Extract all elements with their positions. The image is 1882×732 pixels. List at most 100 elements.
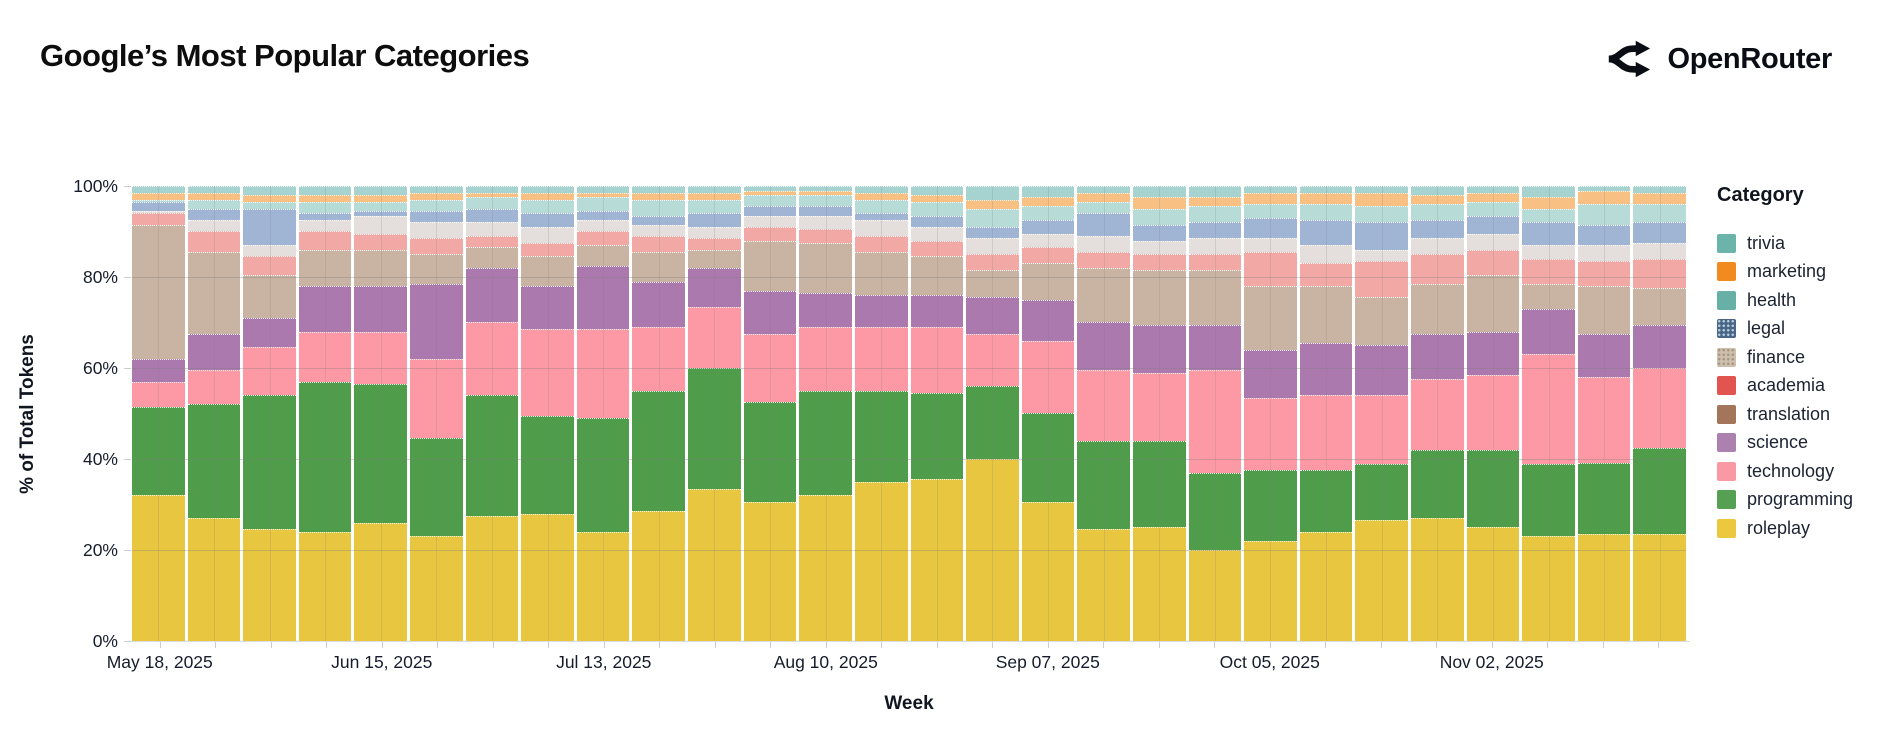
bar-week[interactable]	[910, 186, 964, 641]
bar-segment-health[interactable]	[354, 201, 408, 211]
bar-segment-programming[interactable]	[576, 417, 630, 532]
bar-week[interactable]	[410, 186, 463, 641]
bar-segment-science[interactable]	[298, 286, 352, 332]
bar-segment-translation[interactable]	[354, 249, 408, 287]
bar-segment-health[interactable]	[1355, 206, 1409, 223]
bar-segment-translation[interactable]	[187, 251, 241, 334]
bar-segment-programming[interactable]	[1021, 413, 1075, 503]
bar-segment-finance[interactable]	[410, 222, 463, 239]
bar-segment-finance[interactable]	[1411, 238, 1464, 255]
bar-segment-legal[interactable]	[465, 208, 519, 223]
bar-segment-roleplay[interactable]	[799, 495, 852, 641]
bar-segment-finance[interactable]	[298, 220, 352, 232]
bar-segment-health[interactable]	[966, 208, 1019, 227]
bar-segment-programming[interactable]	[1633, 447, 1687, 534]
bar-segment-finance[interactable]	[632, 224, 686, 237]
bar-segment-science[interactable]	[966, 297, 1019, 334]
bar-segment-translation[interactable]	[576, 245, 630, 266]
bar-segment-science[interactable]	[132, 358, 185, 382]
bar-segment-trivia[interactable]	[854, 186, 908, 193]
bar-segment-health[interactable]	[1021, 206, 1075, 221]
bar-segment-academia[interactable]	[1577, 261, 1631, 287]
bar-segment-legal[interactable]	[576, 211, 630, 221]
bar-segment-technology[interactable]	[1466, 374, 1520, 450]
bar-segment-trivia[interactable]	[521, 186, 574, 193]
bar-segment-marketing[interactable]	[910, 195, 964, 202]
bar-segment-translation[interactable]	[743, 240, 797, 291]
bar-segment-technology[interactable]	[1244, 397, 1297, 471]
bar-segment-health[interactable]	[1299, 204, 1353, 221]
bar-segment-marketing[interactable]	[1188, 197, 1242, 207]
bar-week[interactable]	[354, 186, 408, 641]
bar-segment-roleplay[interactable]	[688, 488, 741, 641]
bar-segment-roleplay[interactable]	[1577, 534, 1631, 641]
bar-week[interactable]	[854, 186, 908, 641]
bar-segment-health[interactable]	[1077, 201, 1130, 214]
bar-segment-roleplay[interactable]	[632, 511, 686, 641]
bar-segment-programming[interactable]	[132, 406, 185, 496]
bar-segment-science[interactable]	[1466, 331, 1520, 375]
bar-segment-roleplay[interactable]	[1633, 534, 1687, 641]
bar-segment-roleplay[interactable]	[1244, 540, 1297, 641]
bar-segment-technology[interactable]	[1299, 395, 1353, 471]
bar-segment-roleplay[interactable]	[743, 502, 797, 641]
bar-segment-marketing[interactable]	[1466, 192, 1520, 202]
bar-segment-technology[interactable]	[632, 327, 686, 391]
bar-segment-legal[interactable]	[521, 213, 574, 227]
bar-segment-technology[interactable]	[1355, 395, 1409, 464]
bar-segment-roleplay[interactable]	[1355, 520, 1409, 641]
bar-segment-technology[interactable]	[1021, 340, 1075, 414]
bar-segment-academia[interactable]	[132, 213, 185, 225]
bar-segment-marketing[interactable]	[132, 192, 185, 200]
bar-segment-finance[interactable]	[1577, 245, 1631, 262]
bar-segment-finance[interactable]	[910, 226, 964, 241]
bar-segment-legal[interactable]	[410, 211, 463, 223]
bar-segment-programming[interactable]	[966, 386, 1019, 459]
bar-segment-trivia[interactable]	[243, 186, 296, 196]
bar-segment-trivia[interactable]	[1633, 186, 1687, 193]
bar-segment-science[interactable]	[799, 292, 852, 328]
bar-segment-trivia[interactable]	[1077, 186, 1130, 193]
bar-segment-marketing[interactable]	[1132, 197, 1186, 209]
bar-segment-academia[interactable]	[799, 229, 852, 243]
bar-segment-trivia[interactable]	[187, 186, 241, 193]
bar-week[interactable]	[1466, 186, 1520, 641]
bar-segment-technology[interactable]	[688, 306, 741, 368]
bar-week[interactable]	[132, 186, 185, 641]
bar-segment-programming[interactable]	[799, 390, 852, 496]
bar-segment-trivia[interactable]	[132, 186, 185, 193]
bar-segment-academia[interactable]	[1188, 254, 1242, 271]
bar-segment-programming[interactable]	[465, 395, 519, 516]
bar-week[interactable]	[1299, 186, 1353, 641]
bar-segment-programming[interactable]	[1466, 449, 1520, 528]
bar-segment-technology[interactable]	[1411, 379, 1464, 450]
bar-segment-translation[interactable]	[854, 251, 908, 296]
bar-segment-roleplay[interactable]	[132, 495, 185, 641]
bar-segment-technology[interactable]	[743, 333, 797, 403]
bar-segment-legal[interactable]	[1188, 222, 1242, 239]
bar-segment-academia[interactable]	[1466, 249, 1520, 275]
bar-segment-health[interactable]	[1132, 208, 1186, 225]
bar-segment-legal[interactable]	[1021, 220, 1075, 234]
bar-segment-marketing[interactable]	[1299, 192, 1353, 205]
bar-segment-translation[interactable]	[1411, 283, 1464, 334]
bar-segment-academia[interactable]	[298, 231, 352, 250]
bar-segment-roleplay[interactable]	[1466, 527, 1520, 641]
bar-segment-health[interactable]	[632, 199, 686, 216]
bar-week[interactable]	[576, 186, 630, 641]
bar-segment-technology[interactable]	[1188, 370, 1242, 473]
bar-week[interactable]	[1188, 186, 1242, 641]
bar-segment-translation[interactable]	[1522, 283, 1575, 309]
bar-segment-marketing[interactable]	[243, 195, 296, 202]
bar-segment-technology[interactable]	[298, 331, 352, 382]
bar-segment-science[interactable]	[1577, 333, 1631, 378]
bar-segment-legal[interactable]	[799, 206, 852, 216]
bar-week[interactable]	[187, 186, 241, 641]
bar-segment-science[interactable]	[1132, 324, 1186, 373]
bar-segment-marketing[interactable]	[1522, 197, 1575, 209]
bar-week[interactable]	[1577, 186, 1631, 641]
bar-segment-technology[interactable]	[576, 329, 630, 418]
bar-segment-health[interactable]	[298, 201, 352, 214]
bar-week[interactable]	[1633, 186, 1687, 641]
bar-segment-technology[interactable]	[966, 333, 1019, 387]
